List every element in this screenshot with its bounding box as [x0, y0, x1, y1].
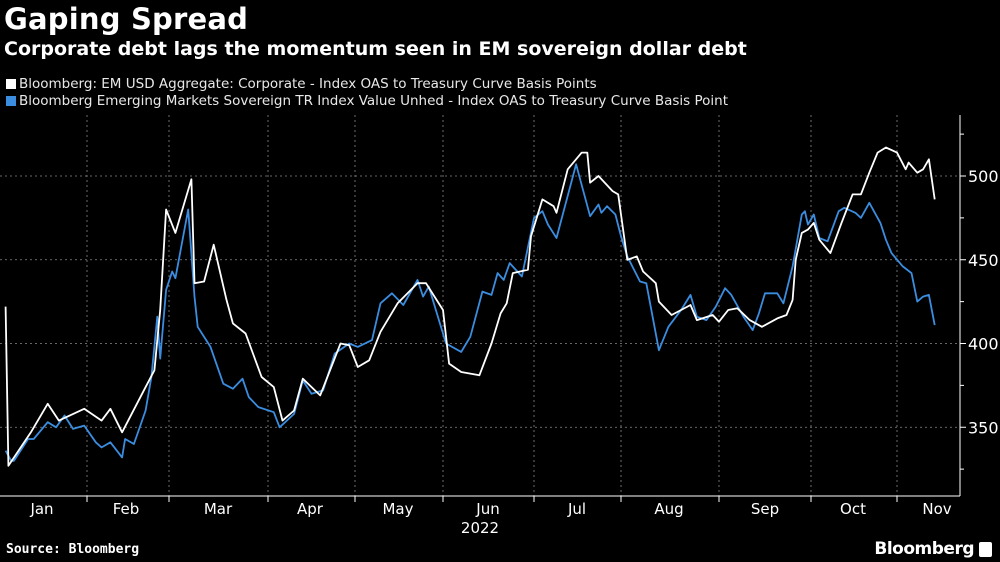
chart-title: Gaping Spread: [4, 2, 249, 36]
bloomberg-logo-icon: [979, 542, 992, 557]
x-tick-label: Jul: [567, 500, 586, 518]
series-line-sovereign: [4, 163, 936, 462]
y-tick-label: 450: [968, 251, 999, 270]
x-tick-label: Sep: [751, 500, 779, 518]
brand-wordmark: Bloomberg: [874, 539, 974, 559]
x-tick-label: Jan: [29, 500, 53, 518]
x-tick-label: Apr: [297, 500, 324, 518]
source-note: Source: Bloomberg: [6, 542, 140, 557]
legend-swatch-white: [6, 79, 16, 89]
x-tick-label: Mar: [204, 500, 233, 518]
y-tick-label: 400: [968, 335, 999, 354]
legend-label: Bloomberg: EM USD Aggregate: Corporate -…: [19, 76, 597, 92]
legend-label: Bloomberg Emerging Markets Sovereign TR …: [19, 93, 728, 109]
series-line-corporate: [4, 146, 936, 467]
x-tick-label: Oct: [840, 500, 866, 518]
x-tick-label: Nov: [922, 500, 951, 518]
x-tick-label: Feb: [113, 500, 140, 518]
legend-swatch-blue: [6, 96, 16, 106]
x-tick-label: Jun: [475, 500, 499, 518]
x-axis-year-label: 2022: [461, 519, 499, 537]
y-tick-label: 350: [968, 418, 999, 437]
legend-item-sovereign: Bloomberg Emerging Markets Sovereign TR …: [6, 93, 728, 109]
y-tick-label: 500: [968, 167, 999, 186]
legend-item-corporate: Bloomberg: EM USD Aggregate: Corporate -…: [6, 76, 597, 92]
x-tick-label: Aug: [654, 500, 683, 518]
chart-subtitle: Corporate debt lags the momentum seen in…: [4, 38, 747, 60]
x-tick-label: May: [382, 500, 413, 518]
